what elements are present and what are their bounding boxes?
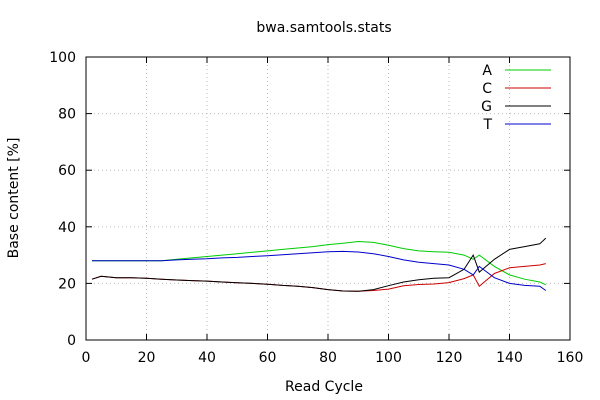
grid (86, 57, 570, 340)
x-tick-label: 20 (138, 350, 156, 366)
legend-label-a: A (482, 63, 492, 79)
y-tick-label: 0 (67, 333, 76, 349)
series-line-a (92, 240, 547, 286)
x-axis-label: Read Cycle (285, 379, 363, 395)
x-tick-label: 0 (82, 350, 91, 366)
series-group (91, 237, 547, 292)
y-tick-label: 80 (58, 107, 76, 123)
legend-label-c: C (482, 81, 492, 97)
legend-label-g: G (481, 99, 492, 115)
chart-title: bwa.samtools.stats (256, 20, 391, 36)
x-tick-label: 160 (557, 350, 584, 366)
y-tick-label: 100 (49, 50, 76, 66)
legend-label-t: T (482, 117, 492, 133)
x-tick-label: 120 (436, 350, 463, 366)
series-line-g (91, 237, 547, 292)
y-tick-label: 20 (58, 276, 76, 292)
x-tick-label: 40 (198, 350, 216, 366)
y-tick-label: 40 (58, 220, 76, 236)
axis-ticks: 0 20 40 60 80 100 120 140 160 0 20 40 60 80 100 (49, 50, 583, 366)
series-line-t (92, 250, 547, 291)
y-tick-label: 60 (58, 163, 76, 179)
y-axis-label: Base content [%] (6, 138, 22, 259)
x-tick-label: 100 (375, 350, 402, 366)
x-tick-label: 140 (496, 350, 523, 366)
x-tick-label: 60 (259, 350, 277, 366)
x-tick-label: 80 (319, 350, 337, 366)
